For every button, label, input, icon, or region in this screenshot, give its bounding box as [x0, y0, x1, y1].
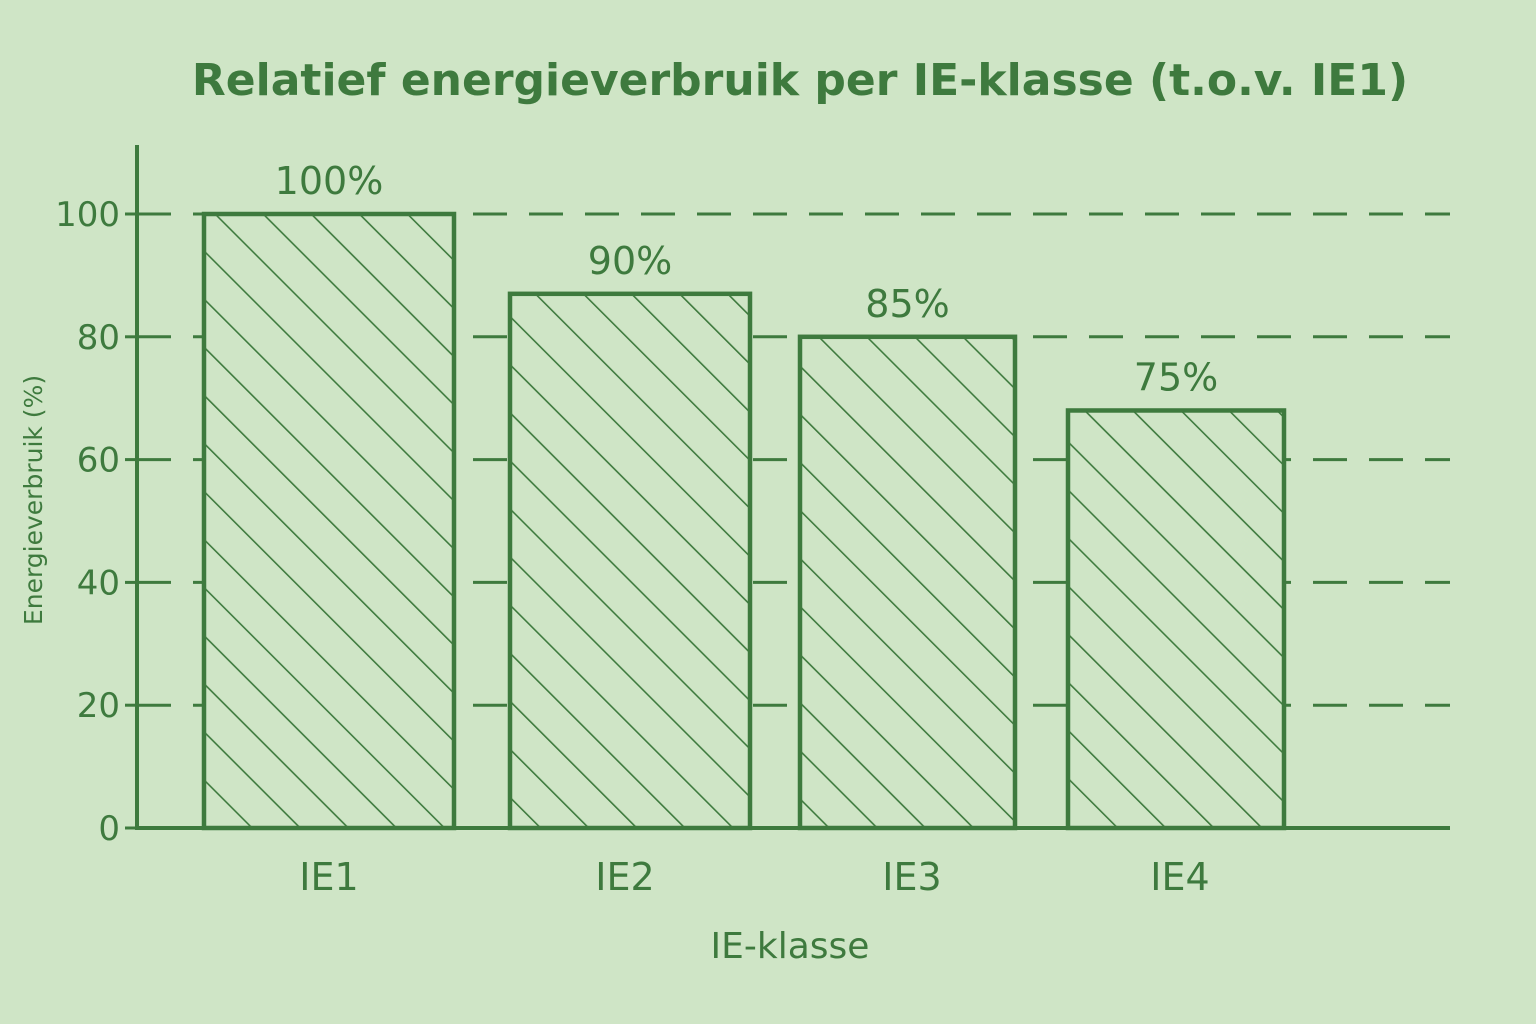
chart-title: Relatief energieverbruik per IE-klasse (… [192, 55, 1408, 106]
axes [135, 145, 1450, 830]
bar-hatch [1068, 410, 1284, 828]
value-labels: 100% 90% 85% 75% [275, 159, 1219, 399]
y-tick-label: 40 [77, 563, 120, 603]
y-tick-label: 100 [55, 195, 120, 235]
bar-hatch [204, 214, 454, 828]
y-tick-label: 60 [77, 441, 120, 481]
bar-hatch [510, 293, 750, 828]
y-tick-labels: 0 20 40 60 80 100 [55, 195, 137, 849]
x-tick-labels: IE1 IE2 IE3 IE4 [299, 855, 1209, 899]
category-label: IE1 [299, 855, 358, 899]
value-label: 90% [588, 239, 672, 283]
y-tick-label: 80 [77, 318, 120, 358]
category-label: IE4 [1150, 855, 1209, 899]
x-axis-label: IE-klasse [711, 926, 870, 967]
value-label: 75% [1134, 355, 1218, 399]
bar [1065, 408, 1287, 831]
y-axis-label: Energieverbruik (%) [19, 375, 48, 625]
category-label: IE2 [595, 855, 654, 899]
value-label: 85% [865, 282, 949, 326]
bar [201, 211, 457, 831]
bar [507, 291, 753, 831]
bars [201, 211, 1287, 831]
category-label: IE3 [882, 855, 941, 899]
value-label: 100% [275, 159, 384, 203]
y-tick-label: 0 [98, 809, 120, 849]
y-tick-label: 20 [77, 686, 120, 726]
bar-hatch [800, 336, 1015, 828]
bar [797, 334, 1018, 831]
